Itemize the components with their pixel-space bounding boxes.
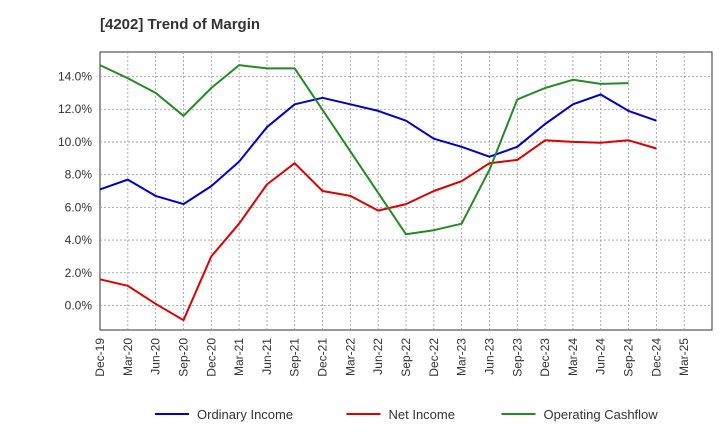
legend-label: Operating Cashflow [544,407,659,422]
x-tick-label: Dec-21 [316,338,330,377]
y-tick-label: 2.0% [65,266,93,280]
x-tick-label: Mar-24 [566,338,580,376]
x-tick-label: Mar-23 [455,338,469,376]
x-tick-label: Sep-21 [288,338,302,377]
chart-title: [4202] Trend of Margin [100,16,261,33]
y-tick-label: 12.0% [58,102,92,116]
y-tick-label: 14.0% [58,70,92,84]
x-tick-label: Dec-24 [649,338,663,377]
x-tick-label: Jun-21 [260,338,274,375]
y-tick-label: 8.0% [65,168,93,182]
x-tick-label: Mar-20 [121,338,135,376]
x-tick-label: Sep-22 [399,338,413,377]
x-tick-label: Sep-24 [622,338,636,377]
series-line-ordinary-income [99,93,657,206]
x-tick-label: Dec-20 [204,338,218,377]
x-tick-label: Mar-21 [232,338,246,376]
y-tick-label: 6.0% [65,200,93,214]
x-tick-label: Jun-22 [371,338,385,375]
y-tick-label: 10.0% [58,135,92,149]
series-line-net-income [99,139,657,322]
x-tick-label: Jun-24 [594,338,608,375]
x-tick-label: Dec-19 [93,338,107,377]
x-tick-label: Jun-20 [149,338,163,375]
x-tick-label: Sep-23 [510,338,524,377]
legend-label: Ordinary Income [197,407,293,422]
x-tick-label: Jun-23 [482,338,496,375]
y-tick-label: 4.0% [65,233,93,247]
x-tick-label: Dec-22 [427,338,441,377]
series-line-operating-cashflow [99,64,629,236]
legend-label: Net Income [389,407,455,422]
x-tick-label: Mar-22 [343,338,357,376]
x-tick-label: Dec-23 [538,338,552,377]
x-tick-label: Sep-20 [176,338,190,377]
x-tick-label: Mar-25 [677,338,691,376]
y-tick-label: 0.0% [65,298,93,312]
